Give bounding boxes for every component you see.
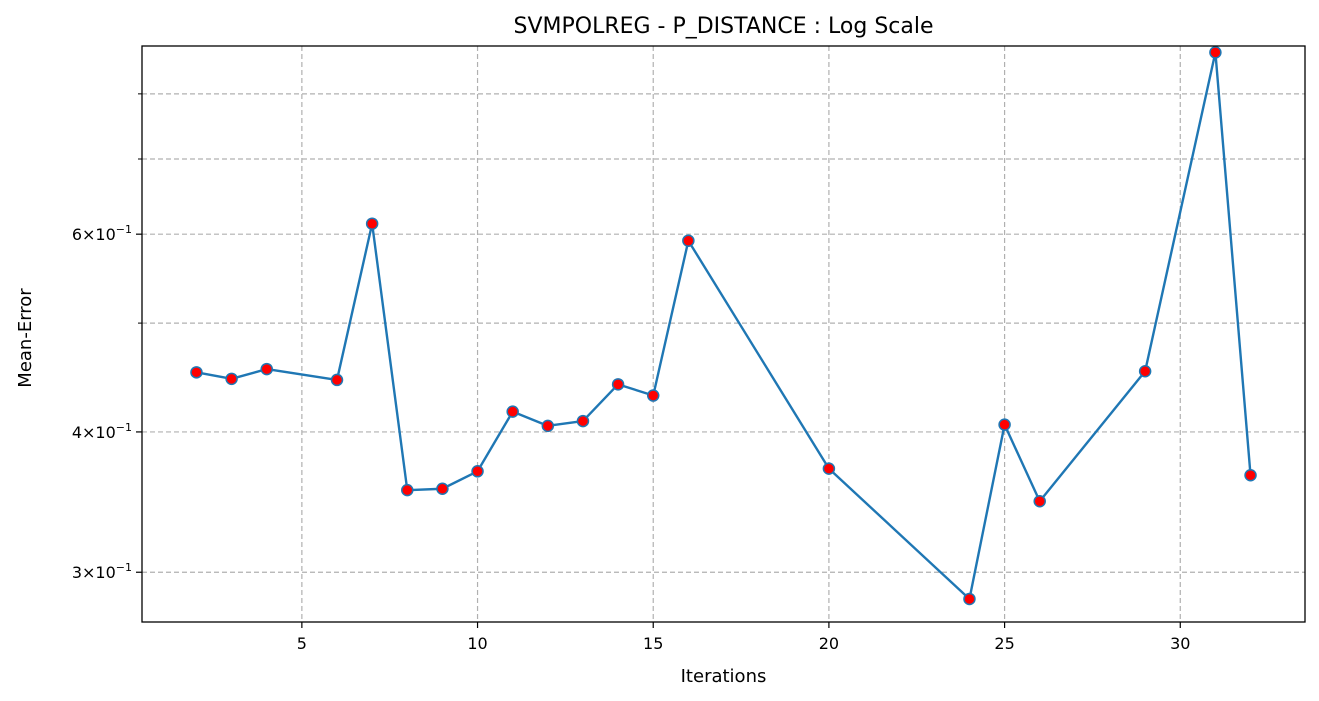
y-axis-label: Mean-Error [15, 288, 36, 388]
data-point [365, 217, 379, 230]
series-layer [190, 46, 1257, 606]
data-point [190, 366, 203, 379]
x-axis-label: Iterations [681, 666, 767, 687]
data-point [506, 405, 519, 418]
data-point [330, 373, 344, 387]
data-point [1209, 46, 1222, 59]
data-point [260, 362, 273, 376]
data-point [1244, 469, 1257, 482]
x-tick-label: 25 [994, 634, 1014, 653]
x-tick-label: 10 [467, 634, 487, 653]
x-tick-label: 30 [1170, 634, 1190, 653]
data-point [436, 482, 449, 496]
x-tick-label: 5 [297, 634, 307, 653]
data-point [1033, 495, 1046, 508]
chart-title: SVMPOLREG - P_DISTANCE : Log Scale [513, 14, 933, 39]
y-tick-label: 6×10−1 [72, 223, 132, 244]
data-point [401, 483, 414, 497]
x-tick-label: 15 [643, 634, 663, 653]
x-tick-label: 20 [819, 634, 839, 653]
data-point [646, 389, 660, 402]
data-point [541, 419, 555, 433]
grid [142, 46, 1305, 622]
data-point [576, 414, 590, 428]
data-point [1138, 364, 1152, 378]
y-tick-label: 4×10−1 [72, 421, 132, 442]
data-point [822, 462, 836, 475]
data-point [963, 592, 976, 606]
data-point [225, 372, 238, 386]
data-point [682, 234, 695, 247]
data-point [471, 465, 484, 478]
tick-layer: 5 10 15 20 25 30 3×10−1 4×10−1 6×10−1 [72, 93, 1190, 653]
data-point [611, 378, 625, 391]
y-tick-label: 3×10−1 [72, 561, 132, 582]
plot-frame [141, 45, 1306, 623]
data-point [998, 418, 1011, 431]
